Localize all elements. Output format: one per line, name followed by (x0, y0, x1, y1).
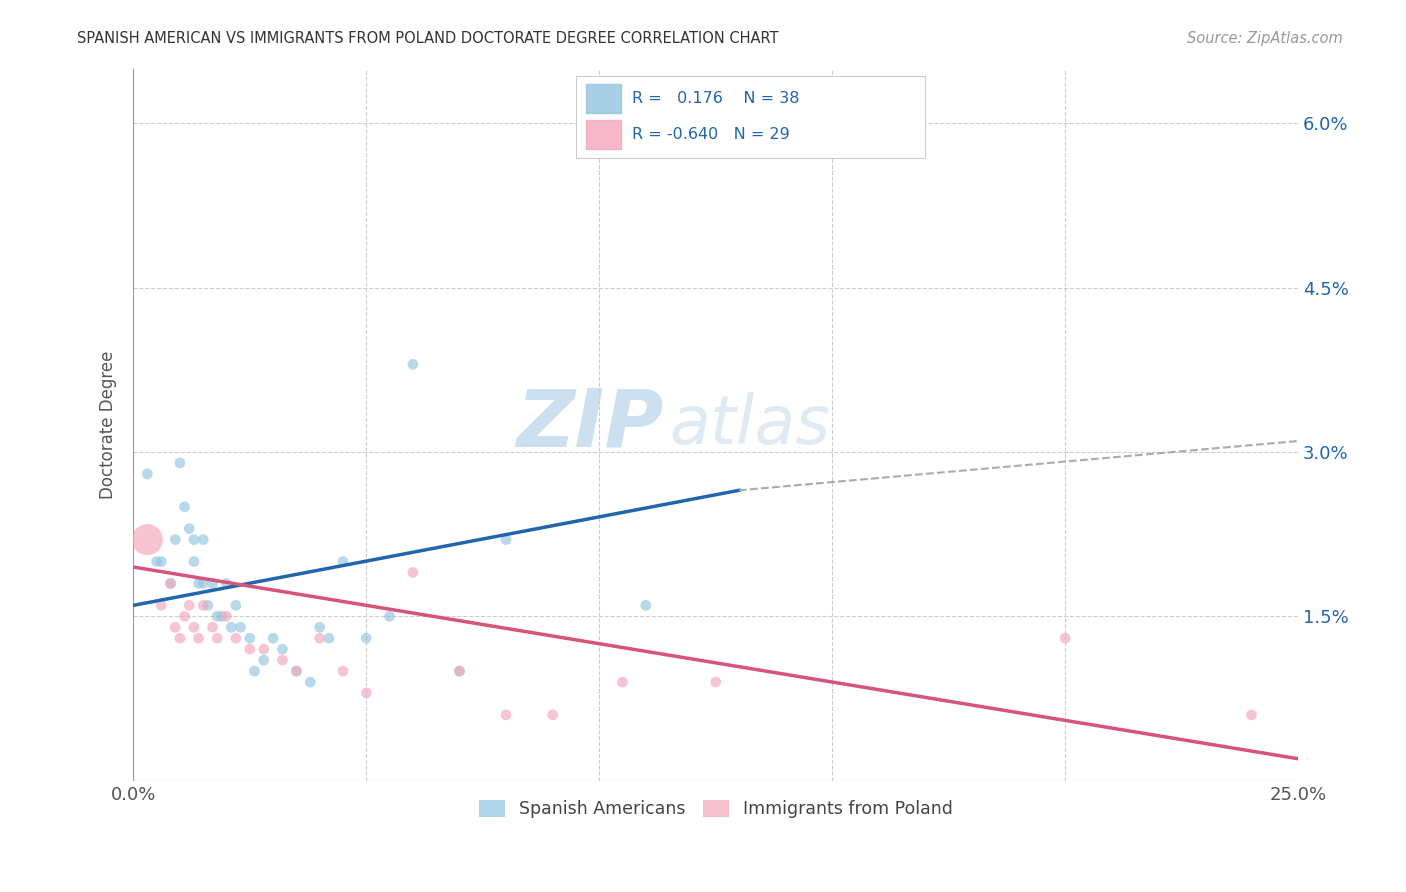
Text: Source: ZipAtlas.com: Source: ZipAtlas.com (1187, 31, 1343, 46)
Point (285, 664, 308, 678)
Point (541, 707, 564, 722)
Point (402, 566, 425, 580)
Text: SPANISH AMERICAN VS IMMIGRANTS FROM POLAND DOCTORATE DEGREE CORRELATION CHART: SPANISH AMERICAN VS IMMIGRANTS FROM POLA… (77, 31, 779, 46)
Point (183, 533, 205, 547)
Point (193, 599, 215, 613)
Point (318, 631, 340, 645)
Point (169, 631, 191, 645)
Text: ZIP: ZIP (516, 385, 664, 464)
Point (495, 533, 517, 547)
Point (179, 522, 201, 536)
Point (136, 467, 159, 481)
Point (243, 664, 266, 678)
Point (253, 642, 276, 657)
Point (495, 707, 517, 722)
Point (150, 599, 173, 613)
Point (402, 357, 425, 371)
Point (159, 576, 181, 591)
Point (1054, 631, 1077, 645)
Point (308, 620, 330, 634)
Point (239, 642, 262, 657)
Legend: Spanish Americans, Immigrants from Poland: Spanish Americans, Immigrants from Polan… (472, 793, 959, 825)
Point (215, 576, 238, 591)
Point (173, 500, 195, 514)
Point (299, 675, 322, 690)
Point (271, 653, 294, 667)
Point (179, 599, 201, 613)
Point (308, 631, 330, 645)
Point (239, 631, 262, 645)
Text: atlas: atlas (669, 392, 830, 458)
Point (165, 620, 187, 634)
Point (1240, 707, 1263, 722)
Point (150, 555, 173, 569)
Point (332, 664, 354, 678)
Point (183, 620, 205, 634)
Point (253, 653, 276, 667)
Point (159, 576, 181, 591)
Point (187, 631, 209, 645)
Point (211, 609, 233, 624)
Point (704, 675, 727, 690)
Point (215, 609, 238, 624)
Point (262, 631, 284, 645)
Point (145, 555, 167, 569)
Point (169, 456, 191, 470)
Point (201, 576, 224, 591)
Point (165, 533, 187, 547)
Point (183, 555, 205, 569)
Point (634, 599, 657, 613)
Point (193, 533, 215, 547)
Point (225, 631, 247, 645)
Point (378, 609, 401, 624)
Point (193, 576, 215, 591)
Point (187, 576, 209, 591)
Point (356, 686, 378, 700)
Point (356, 631, 378, 645)
Point (285, 664, 308, 678)
Point (201, 620, 224, 634)
Point (205, 609, 228, 624)
Point (173, 609, 195, 624)
Point (449, 664, 471, 678)
Point (205, 631, 228, 645)
Point (225, 599, 247, 613)
Point (219, 620, 242, 634)
Point (229, 620, 252, 634)
Point (728, 116, 751, 130)
Point (197, 599, 219, 613)
Point (612, 675, 634, 690)
Y-axis label: Doctorate Degree: Doctorate Degree (100, 351, 117, 499)
Point (136, 533, 159, 547)
Point (271, 642, 294, 657)
Point (332, 555, 354, 569)
Point (449, 664, 471, 678)
